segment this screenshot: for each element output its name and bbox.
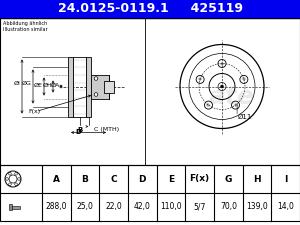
Text: ØE: ØE — [34, 83, 43, 88]
Bar — [12, 205, 20, 209]
Text: D: D — [76, 128, 81, 135]
Text: Ø11: Ø11 — [238, 113, 252, 119]
Text: F(x): F(x) — [190, 175, 210, 184]
Text: 110,0: 110,0 — [160, 202, 182, 211]
Bar — [0, 0, 300, 18]
Text: 70,0: 70,0 — [220, 202, 237, 211]
Bar — [0, 18, 300, 165]
Text: F(x): F(x) — [28, 109, 40, 114]
Text: B: B — [82, 175, 88, 184]
Bar — [9, 204, 12, 210]
Bar — [91, 74, 109, 99]
Bar — [86, 56, 91, 117]
Text: A: A — [53, 175, 60, 184]
Bar — [73, 56, 86, 117]
Text: ØA: ØA — [51, 83, 60, 88]
Text: 14,0: 14,0 — [277, 202, 294, 211]
Text: 42,0: 42,0 — [134, 202, 151, 211]
Text: C: C — [110, 175, 117, 184]
Circle shape — [220, 85, 224, 88]
Text: 22,0: 22,0 — [105, 202, 122, 211]
Text: 5/7: 5/7 — [194, 202, 206, 211]
Circle shape — [94, 93, 98, 96]
Text: ØI: ØI — [14, 81, 21, 86]
Text: B: B — [77, 126, 82, 133]
Text: 139,0: 139,0 — [246, 202, 268, 211]
Text: ØH: ØH — [42, 83, 52, 88]
Text: ate: ate — [209, 85, 255, 108]
Circle shape — [94, 77, 98, 80]
Text: D: D — [139, 175, 146, 184]
Text: E: E — [168, 175, 174, 184]
Text: 288,0: 288,0 — [46, 202, 67, 211]
Text: H: H — [253, 175, 261, 184]
Text: C (MTH): C (MTH) — [94, 126, 118, 131]
Bar — [104, 81, 114, 92]
Text: G: G — [225, 175, 232, 184]
Text: 25,0: 25,0 — [76, 202, 93, 211]
Text: I: I — [284, 175, 287, 184]
Bar — [0, 165, 300, 221]
Text: ØG: ØG — [22, 81, 32, 86]
Text: Abbildung ähnlich
Illustration similar: Abbildung ähnlich Illustration similar — [3, 21, 48, 32]
Bar — [68, 56, 73, 117]
Text: 24.0125-0119.1     425119: 24.0125-0119.1 425119 — [58, 2, 242, 16]
